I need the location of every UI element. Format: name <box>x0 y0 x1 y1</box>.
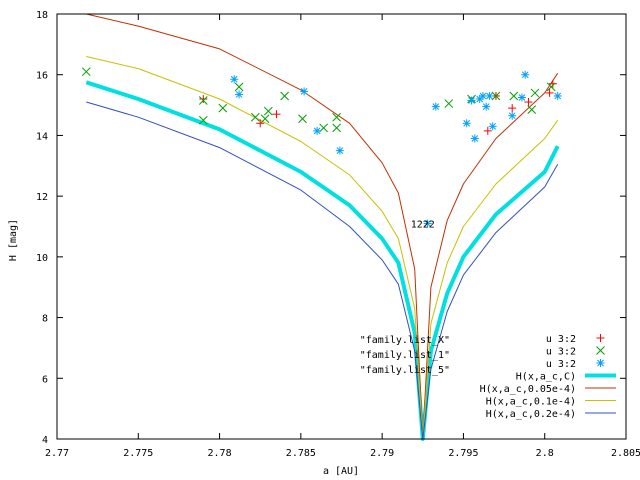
annotation-label: 1222 <box>411 219 435 230</box>
data-point-series-2 <box>423 219 432 228</box>
annotation-label: "family.list_1" <box>360 350 450 361</box>
x-tick-label: 2.77 <box>45 448 69 459</box>
y-tick-label: 16 <box>36 71 48 82</box>
data-point-series-1 <box>530 88 540 98</box>
data-point-series-2 <box>517 93 526 102</box>
data-point-series-1 <box>198 96 208 105</box>
data-point-series-1 <box>280 91 289 101</box>
plot-frame <box>56 13 627 440</box>
y-tick-label: 6 <box>42 374 48 385</box>
data-point-series-2 <box>235 90 244 99</box>
data-point-series-1 <box>263 106 273 116</box>
data-point-series-0 <box>524 98 533 107</box>
annotation-label: "family.list_X" <box>360 335 450 346</box>
x-tick-label: 2.79 <box>370 448 394 459</box>
data-point-series-0 <box>545 88 554 97</box>
y-tick-label: 18 <box>36 10 48 21</box>
data-point-series-1 <box>332 123 341 133</box>
y-axis-label: H [mag] <box>8 219 19 261</box>
legend-label: u 3:2 <box>546 359 576 370</box>
data-point-series-0 <box>272 110 281 119</box>
data-point-series-0 <box>508 104 517 113</box>
data-point-series-2 <box>462 119 471 128</box>
annotations: 1222 "family.list_X" "family.list_1" "famil… <box>360 219 450 376</box>
data-point-series-2 <box>470 134 479 143</box>
data-point-series-1 <box>260 114 270 124</box>
data-point-series-2 <box>467 96 476 105</box>
curves-layer <box>85 13 560 441</box>
data-point-series-1 <box>546 82 556 92</box>
series-curve-4 <box>86 13 559 440</box>
y-tick-label: 4 <box>42 435 48 446</box>
data-point-series-1 <box>234 82 244 92</box>
legend-label: u 3:2 <box>546 347 576 358</box>
data-point-series-0 <box>199 95 208 103</box>
data-point-series-1 <box>198 115 208 125</box>
legend-label: H(x,a_c,0.2e-4) <box>486 409 576 420</box>
legend-label: u 3:2 <box>546 334 576 345</box>
data-point-series-1 <box>509 91 519 101</box>
data-point-series-1 <box>218 103 228 113</box>
y-tick-label: 10 <box>36 253 48 264</box>
legend-swatch <box>596 346 605 355</box>
legend-label: H(x,a_c,0.1e-4) <box>486 397 576 408</box>
data-point-series-2 <box>431 102 440 111</box>
x-tick-label: 2.78 <box>208 448 232 459</box>
series-curve-3 <box>85 80 560 441</box>
data-point-series-2 <box>300 87 309 96</box>
x-axis-label: a [AU] <box>323 466 359 477</box>
points-layer <box>81 67 562 228</box>
x-tick-label: 2.775 <box>123 448 153 459</box>
legend-swatch <box>596 334 605 342</box>
series-curve-5 <box>86 56 559 440</box>
legend-label: H(x,a_c,C) <box>516 372 576 383</box>
data-point-series-2 <box>482 102 491 111</box>
y-tick-label: 8 <box>42 314 48 325</box>
data-point-series-0 <box>256 119 265 128</box>
x-tick-label: 2.8 <box>536 448 554 459</box>
annotation-label: "family.list_5" <box>360 365 450 376</box>
data-point-series-1 <box>81 67 91 77</box>
y-axis: 4 6 8 10 12 14 16 18 <box>36 10 626 446</box>
x-axis: 2.77 2.775 2.78 2.785 2.79 2.795 2.8 2.805 <box>45 14 640 459</box>
data-point-series-1 <box>298 114 307 124</box>
data-point-series-2 <box>478 91 487 100</box>
series-curve-6 <box>86 101 559 440</box>
y-tick-label: 12 <box>36 192 48 203</box>
data-point-series-1 <box>444 99 454 108</box>
data-point-series-2 <box>553 91 562 100</box>
legend-label: H(x,a_c,0.05e-4) <box>480 384 576 395</box>
legend-swatch <box>596 359 605 367</box>
data-point-series-2 <box>230 75 239 84</box>
legend: u 3:2u 3:2u 3:2H(x,a_c,C)H(x,a_c,0.05e-4… <box>480 334 616 420</box>
x-tick-label: 2.785 <box>286 448 316 459</box>
x-tick-label: 2.795 <box>448 448 478 459</box>
data-point-series-1 <box>332 112 341 122</box>
data-point-series-2 <box>488 122 497 131</box>
data-point-series-2 <box>508 111 517 120</box>
data-point-series-0 <box>548 79 557 88</box>
data-point-series-2 <box>313 126 322 135</box>
data-point-series-2 <box>485 91 494 100</box>
x-tick-label: 2.805 <box>611 448 640 459</box>
data-point-series-1 <box>527 105 537 114</box>
data-point-series-1 <box>250 112 260 122</box>
data-point-series-1 <box>491 91 501 101</box>
y-tick-label: 14 <box>36 131 48 142</box>
data-point-series-2 <box>335 146 344 155</box>
data-point-series-2 <box>521 70 530 79</box>
data-point-series-0 <box>483 126 492 135</box>
